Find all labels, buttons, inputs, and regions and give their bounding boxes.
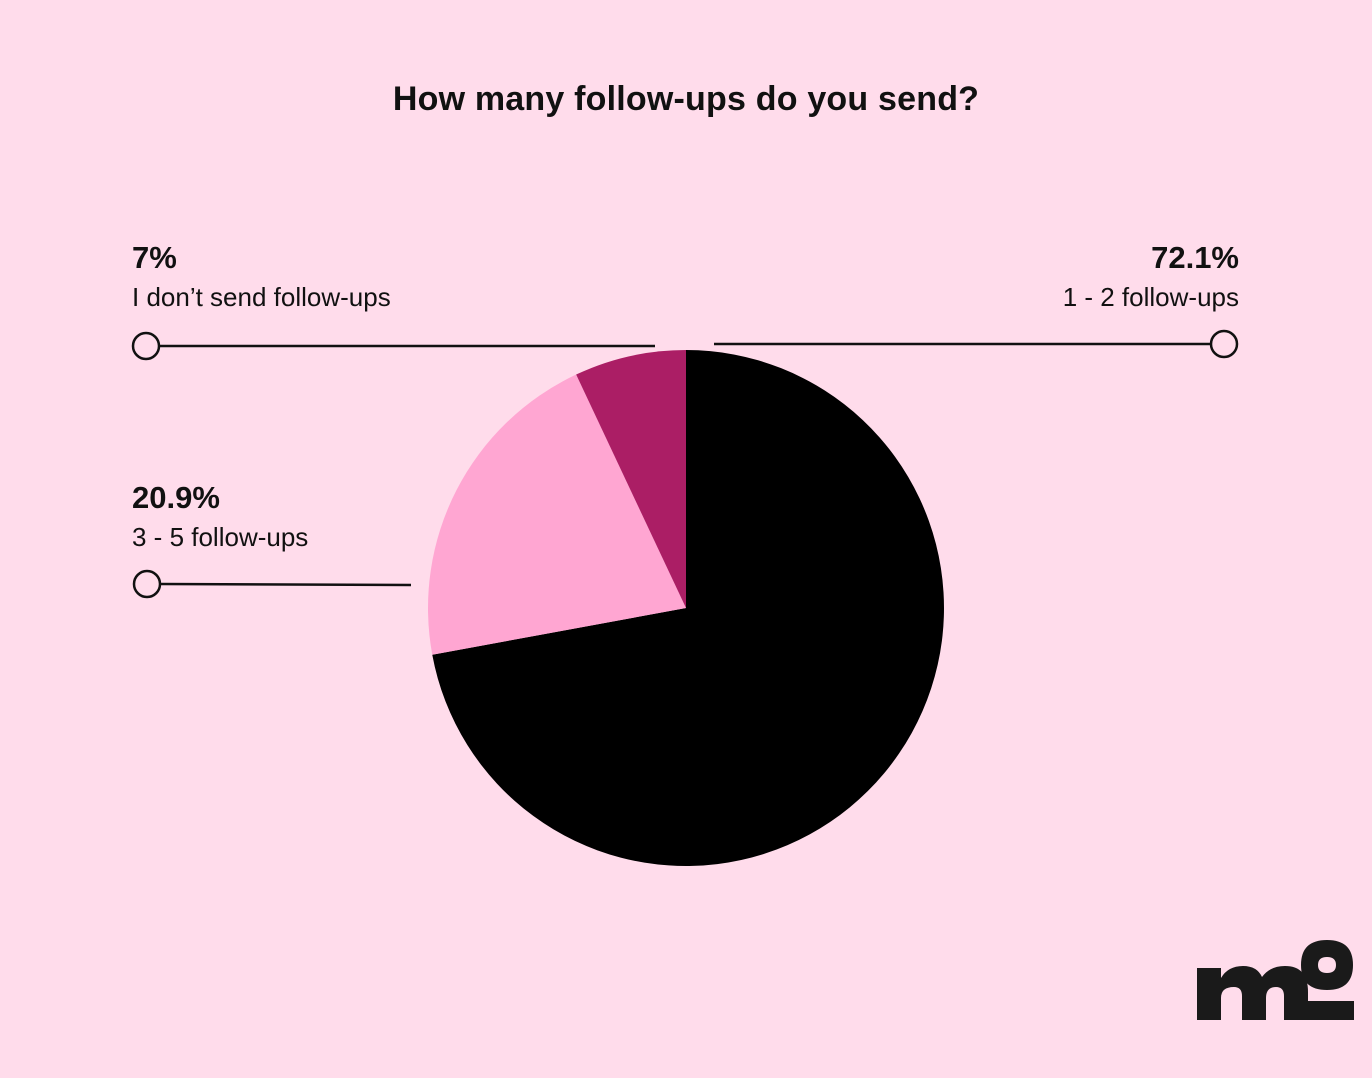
pie-slice-1 <box>432 350 944 866</box>
leader-line-slice-2 <box>132 569 412 599</box>
slice-value-label: 20.9% <box>132 480 220 515</box>
slice-value-label: 72.1% <box>1151 240 1239 275</box>
mo-logo <box>1197 940 1354 1020</box>
slice-category-label: 1 - 2 follow-ups <box>1062 282 1239 312</box>
slice-category-label: 3 - 5 follow-ups <box>132 522 309 552</box>
slice-label-no-followups: 7% I don’t send follow-ups <box>132 240 391 314</box>
slice-label-1-2-followups: 72.1% 1 - 2 follow-ups <box>1063 240 1239 314</box>
leader-line-slice-3 <box>131 331 655 361</box>
pie-slices <box>427 350 944 866</box>
pie-slice-3 <box>576 350 686 608</box>
leader-line-slice-1 <box>714 329 1239 359</box>
slice-label-3-5-followups: 20.9% 3 - 5 follow-ups <box>132 480 308 554</box>
slice-value-label: 7% <box>132 240 177 275</box>
chart-title: How many follow-ups do you send? <box>392 80 980 118</box>
pie-slice-2 <box>427 374 686 655</box>
slice-category-label: I don’t send follow-ups <box>132 282 391 312</box>
